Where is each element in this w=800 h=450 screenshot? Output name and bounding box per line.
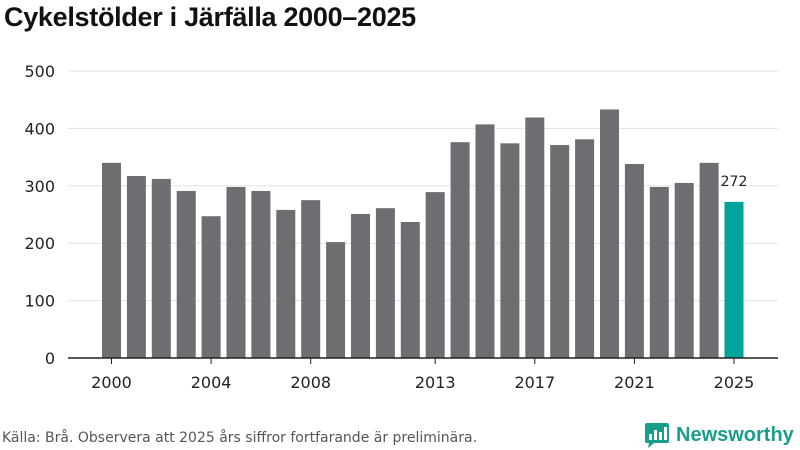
brand-name: Newsworthy [676, 423, 794, 446]
y-tick-label-0: 0 [45, 349, 55, 368]
y-tick-label-200: 200 [24, 234, 55, 253]
bar-2023 [674, 182, 694, 358]
bar-2021 [624, 163, 644, 358]
bar-2006 [251, 190, 271, 358]
bar-2003 [176, 190, 196, 358]
bar-2011 [375, 208, 395, 358]
x-tick-label-2004: 2004 [191, 373, 232, 392]
bar-2022 [649, 186, 669, 358]
bar-2014 [450, 142, 470, 358]
bar-2025 [724, 201, 744, 358]
bar-2017 [525, 117, 545, 358]
y-tick-label-300: 300 [24, 177, 55, 196]
bar-2019 [575, 139, 595, 358]
chart-title: Cykelstölder i Järfälla 2000–2025 [4, 2, 416, 32]
x-tick-label-2008: 2008 [290, 373, 331, 392]
y-tick-label-100: 100 [24, 292, 55, 311]
y-tick-label-500: 500 [24, 62, 55, 81]
y-tick-label-400: 400 [24, 119, 55, 138]
source-note: Källa: Brå. Observera att 2025 års siffr… [2, 430, 478, 446]
bar-chart: 0 100 200 300 400 500 272 2000 2004 2008 2013 2017 2… [24, 62, 778, 392]
bar-2013 [425, 192, 445, 358]
bar-2009 [326, 242, 346, 358]
bar-2004 [201, 216, 221, 358]
bar-2010 [351, 213, 370, 358]
x-tick-label-2013: 2013 [415, 373, 456, 392]
x-tick-label-2000: 2000 [91, 373, 132, 392]
bar-2012 [400, 221, 420, 358]
data-label-2025: 272 [721, 174, 748, 190]
bar-2015 [475, 124, 495, 358]
x-tick-label-2017: 2017 [514, 373, 555, 392]
brand-logo: Newsworthy [644, 421, 794, 449]
bar-2024 [699, 162, 719, 358]
bar-2007 [276, 209, 296, 358]
bar-2020 [600, 109, 619, 358]
bar-2002 [151, 178, 171, 358]
newsworthy-logo-icon [645, 423, 669, 448]
bar-2000 [102, 162, 121, 358]
bar-2001 [126, 176, 146, 358]
bar-2008 [301, 200, 321, 358]
x-tick-label-2021: 2021 [614, 373, 655, 392]
bar-2018 [550, 145, 570, 358]
bar-2016 [500, 143, 520, 358]
bar-2005 [226, 186, 246, 358]
x-tick-label-2025: 2025 [714, 373, 755, 392]
